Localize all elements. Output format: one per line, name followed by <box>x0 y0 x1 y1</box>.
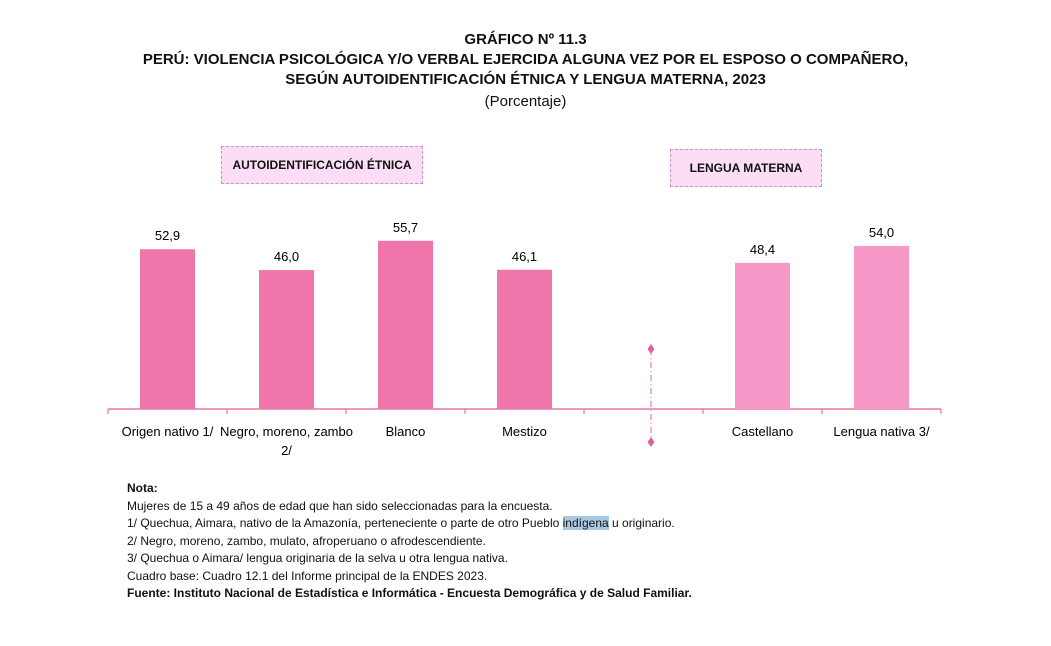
bar <box>259 270 314 409</box>
data-label: 46,1 <box>512 249 537 264</box>
category-label: Castellano <box>732 424 793 439</box>
note-line: 2/ Negro, moreno, zambo, mulato, afroper… <box>127 533 486 548</box>
category-label: Origen nativo 1/ <box>122 424 214 439</box>
bar <box>854 245 909 409</box>
source: Fuente: Instituto Nacional de Estadístic… <box>127 586 692 600</box>
bar <box>735 262 790 409</box>
data-label: 54,0 <box>869 225 894 240</box>
data-label: 55,7 <box>393 220 418 235</box>
category-label: Lengua nativa 3/ <box>833 424 930 439</box>
bar <box>140 249 195 409</box>
note-line: 1/ Quechua, Aimara, nativo de la Amazoní… <box>127 516 675 530</box>
category-label: 2/ <box>281 443 292 458</box>
note-line: Cuadro base: Cuadro 12.1 del Informe pri… <box>127 568 488 583</box>
group-label-language: LENGUA MATERNA <box>670 149 822 187</box>
notes-heading: Nota: <box>127 481 158 495</box>
data-label: 46,0 <box>274 249 299 264</box>
note-line: 3/ Quechua o Aimara/ lengua originaria d… <box>127 551 508 565</box>
data-label: 52,9 <box>155 228 180 243</box>
category-label: Mestizo <box>502 424 547 439</box>
title-line: PERÚ: VIOLENCIA PSICOLÓGICA Y/O VERBAL E… <box>142 51 909 68</box>
category-label: Negro, moreno, zambo <box>220 424 353 439</box>
note-line: Mujeres de 15 a 49 años de edad que han … <box>127 498 553 513</box>
separator-diamond-icon <box>647 437 655 447</box>
separator-diamond-icon <box>647 344 655 354</box>
chart-subtitle: (Porcentaje) <box>484 93 567 110</box>
chart-title: GRÁFICO Nº 11.3 PERÚ: VIOLENCIA PSICOLÓG… <box>0 30 1051 90</box>
title-line: SEGÚN AUTOIDENTIFICACIÓN ÉTNICA Y LENGUA… <box>285 71 766 88</box>
bar <box>497 269 552 409</box>
notes: Nota: Mujeres de 15 a 49 años de edad qu… <box>127 480 692 603</box>
highlighted-text: indígena <box>562 516 609 530</box>
bar <box>378 240 433 409</box>
group-label-ethnic: AUTOIDENTIFICACIÓN ÉTNICA <box>221 146 423 184</box>
title-line: GRÁFICO Nº 11.3 <box>464 31 587 48</box>
data-label: 48,4 <box>750 242 775 257</box>
category-label: Blanco <box>386 424 426 439</box>
